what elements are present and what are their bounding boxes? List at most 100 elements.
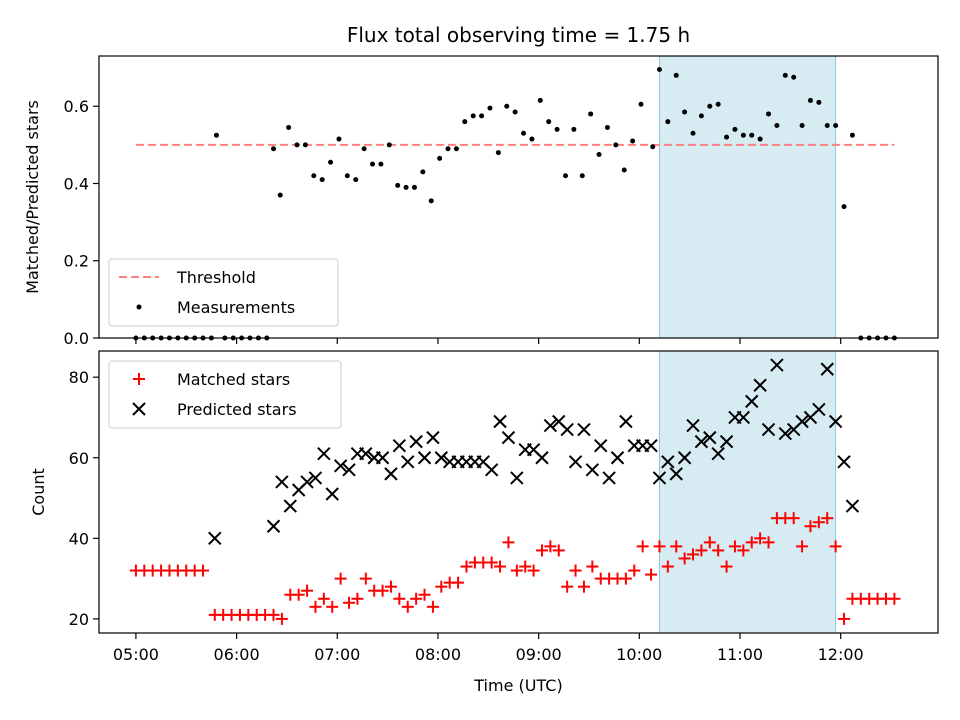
matched-point-60: [636, 540, 649, 553]
measurement-point-38: [445, 146, 451, 152]
measurement-point-27: [353, 177, 359, 183]
matched-point-81: [812, 516, 825, 529]
measurement-point-66: [682, 109, 688, 115]
matched-point-61: [645, 568, 658, 581]
measurement-point-55: [588, 111, 594, 117]
matched-point-26: [351, 592, 364, 605]
predicted-point-0: [208, 531, 222, 546]
matched-point-25: [343, 596, 356, 609]
matched-point-67: [695, 544, 708, 557]
matched-point-65: [678, 552, 691, 565]
predicted-point-12: [359, 447, 373, 461]
bottom-ytick-label-3: 80: [69, 368, 89, 387]
matched-point-16: [267, 608, 280, 621]
bottom-xtick-label-4: 09:00: [516, 645, 562, 664]
matched-point-53: [577, 580, 590, 593]
legend-measurements-swatch: [136, 304, 142, 310]
measurement-point-79: [791, 74, 797, 80]
predicted-point-52: [694, 434, 709, 449]
measurement-point-48: [529, 136, 535, 142]
bottom-panel: 20 40 60 80 05:00 06:00 07:00 08:00 09:00 10:00 1…: [29, 350, 939, 695]
measurement-point-78: [782, 72, 788, 78]
bottom-axes-frame: [98, 350, 939, 634]
matched-point-59: [628, 564, 641, 577]
bottom-x-ticks: 05:00 06:00 07:00 08:00 09:00 10:00 11:00 12:00: [113, 633, 864, 664]
measurement-point-17: [271, 146, 277, 152]
measurement-point-82: [816, 99, 822, 105]
predicted-point-18: [409, 434, 423, 449]
matched-point-47: [527, 564, 540, 577]
measurement-point-85: [841, 204, 847, 210]
bottom-xtick-label-5: 10:00: [616, 645, 662, 664]
predicted-point-15: [384, 467, 398, 481]
measurement-point-72: [732, 126, 738, 132]
matched-point-54: [586, 560, 599, 573]
top-x-ticks: [135, 338, 842, 344]
matched-point-48: [535, 544, 548, 557]
predicted-point-14: [375, 451, 390, 465]
measurement-point-80: [799, 123, 805, 129]
matched-point-49: [544, 540, 557, 553]
measurement-point-28: [361, 146, 367, 152]
measurement-point-75: [757, 136, 763, 142]
matched-point-35: [426, 600, 439, 613]
measurement-point-37: [437, 155, 443, 161]
matched-point-30: [384, 580, 397, 593]
matched-point-84: [838, 612, 851, 625]
predicted-point-30: [510, 471, 524, 485]
bottom-xtick-label-1: 06:00: [214, 645, 260, 664]
measurement-point-69: [707, 103, 713, 109]
measurement-point-43: [487, 105, 493, 111]
legend-predicted-swatch: [132, 402, 146, 416]
matched-point-36: [435, 580, 448, 593]
top-ytick-label-0: 0.0: [64, 329, 89, 348]
measurement-point-34: [411, 184, 417, 190]
measurement-point-76: [766, 111, 772, 117]
x-axis-label: Time (UTC): [473, 676, 562, 695]
bottom-ytick-label-1: 40: [69, 529, 89, 548]
measurement-point-25: [336, 136, 342, 142]
bottom-ytick-label-0: 20: [69, 610, 89, 629]
measurement-point-19: [286, 124, 292, 130]
matched-point-52: [569, 564, 582, 577]
matched-point-50: [552, 544, 565, 557]
measurement-point-50: [546, 119, 552, 125]
measurement-point-54: [579, 173, 585, 179]
bottom-ytick-label-2: 60: [69, 449, 89, 468]
matched-point-45: [510, 564, 523, 577]
matched-point-32: [401, 600, 414, 613]
measurement-point-40: [462, 119, 468, 125]
measurement-point-41: [470, 113, 476, 119]
measurement-point-39: [453, 146, 459, 152]
matched-point-90: [888, 592, 901, 605]
measurement-point-33: [403, 184, 409, 190]
predicted-point-16: [392, 438, 407, 453]
measurement-point-77: [774, 123, 780, 129]
matched-point-82: [821, 512, 834, 525]
matched-point-62: [653, 540, 666, 553]
top-legend: Threshold Measurements: [108, 258, 339, 327]
measurement-point-61: [638, 101, 644, 107]
predicted-point-27: [484, 463, 499, 477]
matched-point-63: [661, 560, 674, 573]
predicted-point-1: [266, 519, 281, 533]
predicted-point-57: [736, 410, 751, 425]
measurement-point-70: [715, 101, 721, 107]
bottom-xtick-label-0: 05:00: [113, 645, 159, 664]
matched-point-43: [494, 560, 507, 573]
predicted-point-54: [711, 447, 725, 461]
predicted-point-7: [317, 447, 331, 461]
predicted-point-21: [434, 451, 449, 465]
measurement-point-49: [537, 97, 543, 103]
measurement-point-81: [807, 97, 813, 103]
predicted-point-37: [568, 455, 583, 469]
matched-point-44: [502, 536, 515, 549]
matched-point-70: [720, 560, 733, 573]
predicted-point-66: [812, 402, 826, 417]
matched-point-71: [728, 540, 741, 553]
matched-point-78: [787, 512, 800, 525]
predicted-point-58: [745, 394, 759, 409]
predicted-point-39: [585, 463, 600, 477]
measurement-point-58: [613, 142, 619, 148]
